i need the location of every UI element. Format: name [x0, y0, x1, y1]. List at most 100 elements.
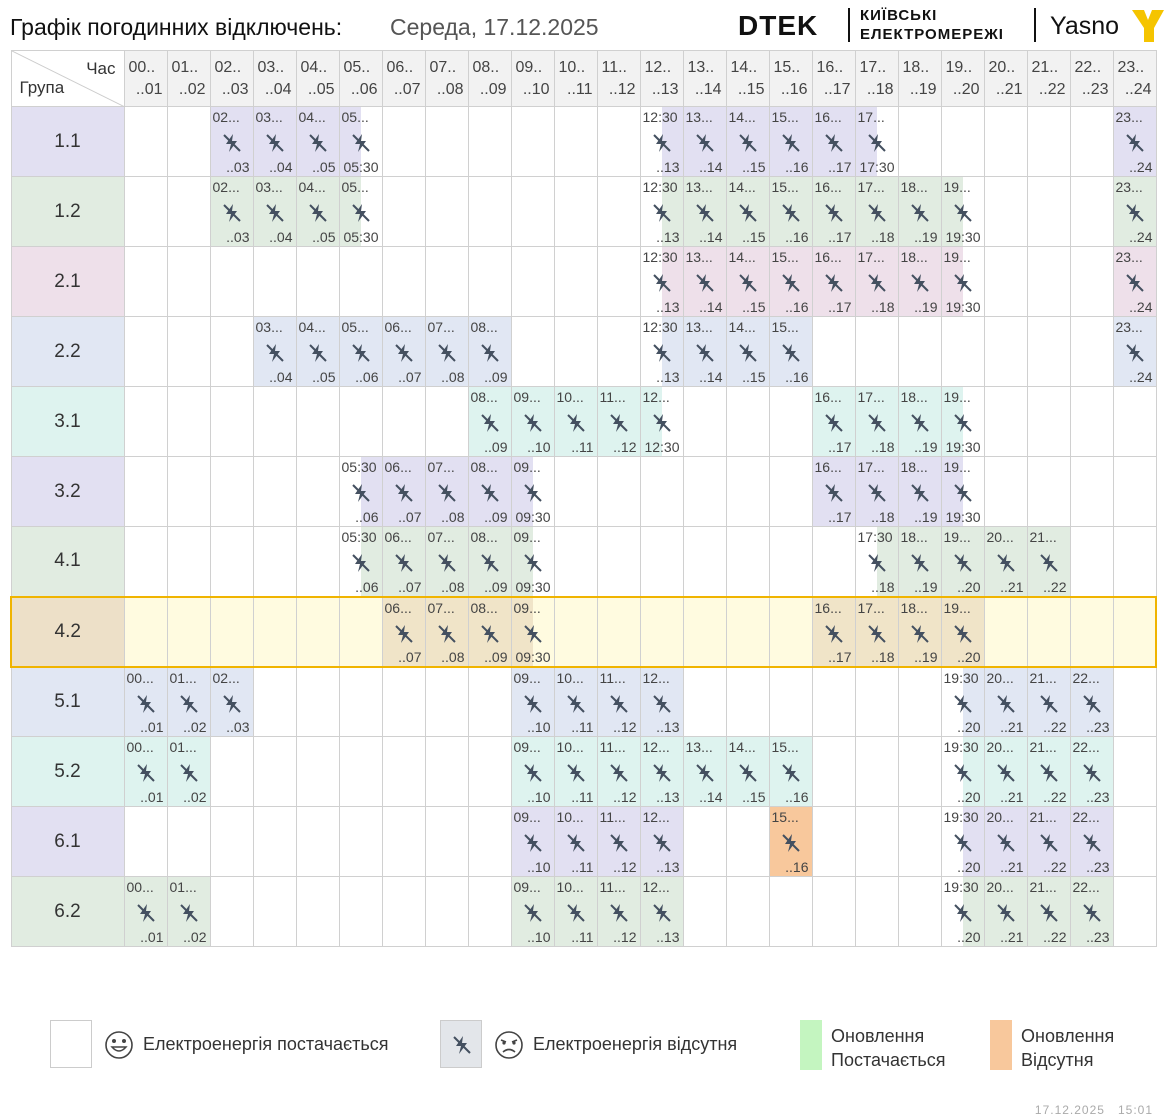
hour-column-header: 06.. ..07 — [381, 50, 426, 107]
no-power-icon — [737, 342, 759, 364]
outage-end-label: ..18 — [871, 509, 895, 525]
no-power-icon — [522, 412, 544, 434]
hour-cell — [123, 316, 168, 387]
hour-cell — [811, 316, 856, 387]
outage-end-label: ..04 — [269, 369, 293, 385]
outage-end-label: ..16 — [785, 229, 809, 245]
no-power-icon — [694, 762, 716, 784]
hour-cell — [295, 456, 340, 527]
outage-start-label: 14... — [728, 249, 756, 265]
hour-cell: 05... ..06 — [338, 316, 383, 387]
header: Графік погодинних відключень: Середа, 17… — [10, 7, 1164, 48]
outage-start-label: 10... — [556, 739, 584, 755]
hour-cell — [252, 386, 297, 457]
outage-end-label: ..14 — [699, 299, 723, 315]
hour-axis-label: Час — [86, 59, 116, 78]
no-power-icon — [522, 902, 544, 924]
hour-cell: 02... ..03 — [209, 106, 254, 177]
outage-end-label: ..23 — [1086, 789, 1110, 805]
hour-column-header: 04.. ..05 — [295, 50, 340, 107]
outage-start-label: 06... — [384, 529, 412, 545]
logo-divider — [848, 8, 850, 42]
outage-end-label: ..13 — [656, 159, 680, 175]
hour-cell: 09... ..10 — [510, 806, 555, 877]
no-power-icon — [651, 202, 673, 224]
outage-start-label: 21... — [1029, 739, 1057, 755]
hour-cell — [209, 526, 254, 597]
outage-end-label: ..15 — [742, 789, 766, 805]
outage-end-label: 09:30 — [515, 578, 551, 595]
hour-column-header: 17.. ..18 — [854, 50, 899, 107]
hour-column-header: 02.. ..03 — [209, 50, 254, 107]
outage-start-label: 19:30 — [943, 739, 979, 755]
outage-fill — [661, 107, 683, 176]
outage-end-label: ..13 — [656, 789, 680, 805]
no-power-icon — [135, 693, 157, 715]
outage-end-label: ..18 — [871, 299, 895, 315]
no-power-icon — [866, 412, 888, 434]
hour-cell — [983, 106, 1028, 177]
outage-end-label: ..14 — [699, 369, 723, 385]
outage-start-label: 10... — [556, 809, 584, 825]
no-power-icon — [737, 762, 759, 784]
hour-column-header: 07.. ..08 — [424, 50, 469, 107]
hour-cell — [166, 106, 211, 177]
no-power-icon — [737, 202, 759, 224]
outage-end-label: ..12 — [613, 859, 637, 875]
outage-start-label: 05:30 — [341, 529, 377, 545]
hour-cell — [338, 666, 383, 737]
hour-cell — [1069, 176, 1114, 247]
hour-cell — [725, 526, 770, 597]
hour-cell — [811, 736, 856, 807]
hour-cell — [209, 595, 254, 668]
outage-end-label: ..17 — [828, 159, 852, 175]
hour-cell — [768, 876, 813, 947]
no-power-icon — [522, 693, 544, 715]
no-power-icon — [264, 132, 286, 154]
hour-cell — [252, 666, 297, 737]
hour-cell: 10... ..11 — [553, 736, 598, 807]
hour-cell — [424, 176, 469, 247]
outage-start-label: 05... — [341, 109, 369, 125]
no-power-icon — [522, 762, 544, 784]
outage-start-label: 09... — [513, 459, 541, 475]
outage-end-label: ..09 — [484, 439, 508, 455]
hour-cell: 12... ..13 — [639, 736, 684, 807]
hour-cell: 12... ..13 — [639, 666, 684, 737]
hour-cell: 14... ..15 — [725, 176, 770, 247]
outage-start-label: 15... — [771, 109, 799, 125]
no-power-icon — [522, 623, 544, 645]
hour-cell: 05:30 ..06 — [338, 456, 383, 527]
outage-fill — [339, 177, 361, 246]
hour-cell — [166, 386, 211, 457]
outage-start-label: 08... — [470, 319, 498, 335]
hour-cell — [811, 526, 856, 597]
hour-cell: 13... ..14 — [682, 246, 727, 317]
outage-start-label: 12:30 — [642, 249, 678, 265]
hour-cell: 11... ..12 — [596, 386, 641, 457]
hour-cell — [123, 176, 168, 247]
no-power-icon — [866, 132, 888, 154]
no-power-icon — [307, 342, 329, 364]
outage-end-label: ..13 — [656, 229, 680, 245]
hour-column-header: 08.. ..09 — [467, 50, 512, 107]
hour-cell — [295, 666, 340, 737]
hour-cell — [553, 456, 598, 527]
outage-start-label: 05... — [341, 319, 369, 335]
hour-cell — [1069, 526, 1114, 597]
hour-cell — [295, 806, 340, 877]
hour-cell: 09... ..10 — [510, 736, 555, 807]
hour-cell — [338, 386, 383, 457]
outage-start-label: 07... — [427, 319, 455, 335]
hour-cell: 21... ..22 — [1026, 876, 1071, 947]
outage-start-label: 15... — [771, 319, 799, 335]
hour-cell — [295, 736, 340, 807]
no-power-icon — [995, 762, 1017, 784]
hour-cell — [1112, 876, 1157, 947]
hour-cell — [553, 106, 598, 177]
no-power-icon — [436, 552, 458, 574]
hour-cell: 14... ..15 — [725, 316, 770, 387]
hour-cell: 08... ..09 — [467, 526, 512, 597]
group-label: 5.2 — [10, 736, 125, 807]
outage-start-label: 23... — [1115, 319, 1143, 335]
